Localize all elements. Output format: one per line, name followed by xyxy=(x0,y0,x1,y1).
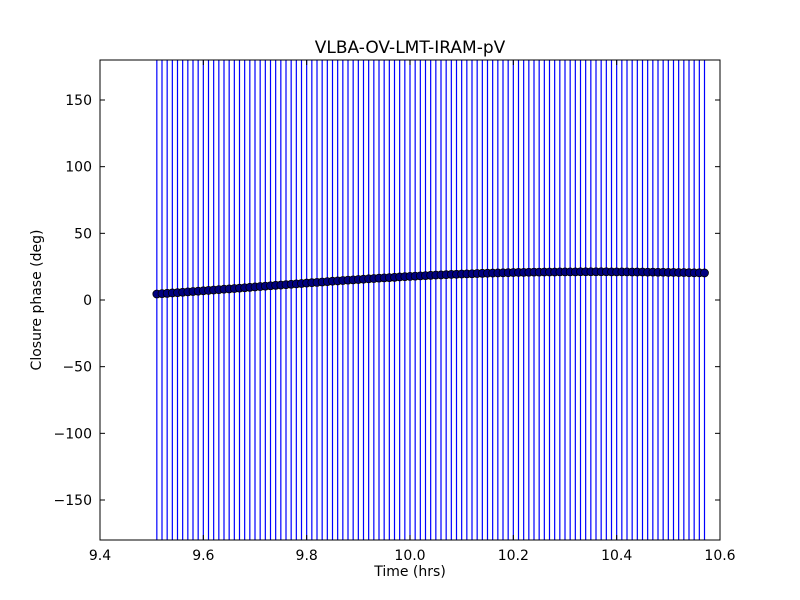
axes: 9.4 9.6 9.8 10.0 10.2 10.4 10.6 −150 −100 −50 0 50 1… xyxy=(54,59,736,564)
x-tick-label: 9.6 xyxy=(192,548,214,564)
x-axis-label: Time (hrs) xyxy=(373,564,446,580)
x-tick-label: 9.8 xyxy=(296,548,318,564)
y-tick-label: −150 xyxy=(54,493,92,509)
chart-title: VLBA-OV-LMT-IRAM-pV xyxy=(315,38,506,58)
x-tick-label: 10.2 xyxy=(498,548,529,564)
x-tick-label: 10.0 xyxy=(394,548,425,564)
x-tick-label: 10.4 xyxy=(601,548,632,564)
y-tick-label: 100 xyxy=(65,160,92,176)
y-tick-label: −50 xyxy=(62,360,92,376)
y-tick-label: −100 xyxy=(54,426,92,442)
y-tick-label: 150 xyxy=(65,93,92,109)
y-axis-label: Closure phase (deg) xyxy=(29,230,45,371)
x-tick-label: 9.4 xyxy=(89,548,111,564)
y-tick-label: 0 xyxy=(83,293,92,309)
x-tick-label: 10.6 xyxy=(704,548,735,564)
data-point xyxy=(700,268,709,278)
plot-area xyxy=(152,60,709,540)
y-tick-label: 50 xyxy=(74,226,92,242)
